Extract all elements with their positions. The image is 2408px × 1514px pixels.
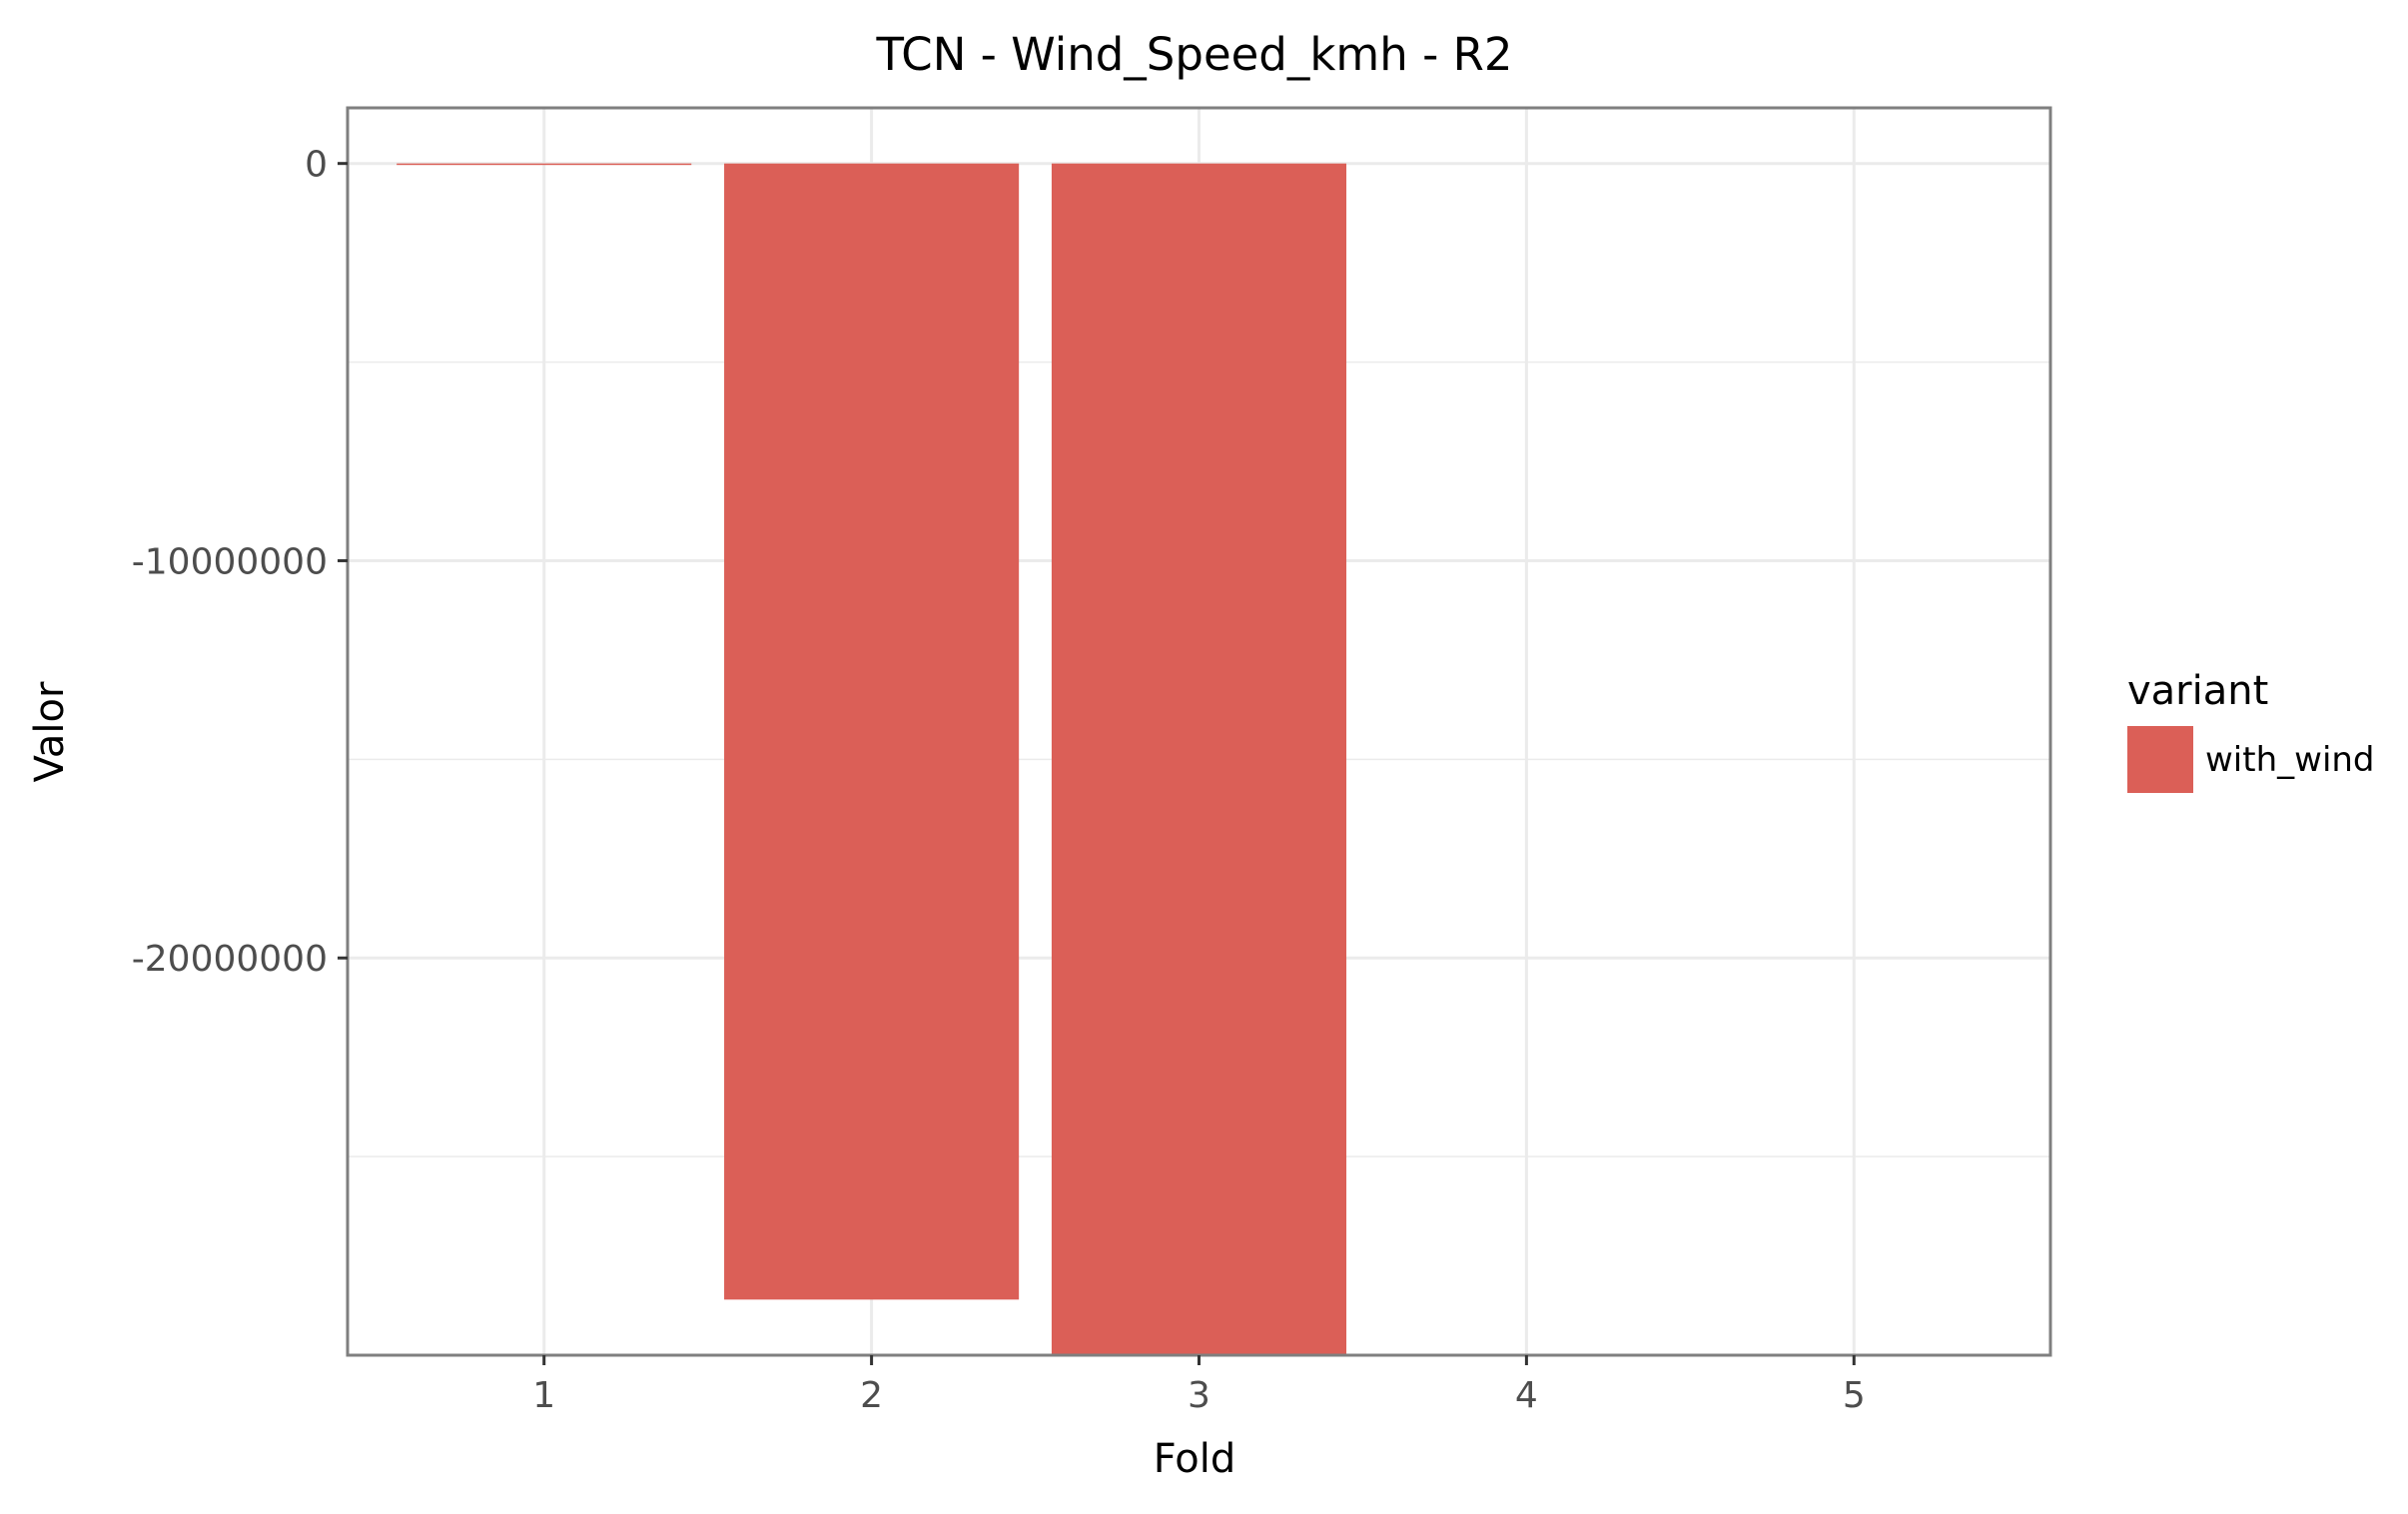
bars-layer — [397, 163, 1347, 1356]
x-tick-label: 5 — [1843, 1375, 1866, 1416]
y-axis-title: Valor — [27, 681, 73, 782]
y-tick-label: 0 — [305, 145, 328, 186]
legend-key-with-wind — [2127, 726, 2193, 793]
bar-fold-2 — [724, 163, 1020, 1300]
x-tick-label: 3 — [1188, 1375, 1210, 1416]
bar-fold-3 — [1051, 163, 1347, 1356]
legend-label-with-wind: with_wind — [2205, 740, 2375, 780]
y-tick-label: -10000000 — [132, 541, 328, 582]
x-axis: 1 2 3 4 5 — [532, 1355, 1866, 1416]
legend-title: variant — [2127, 668, 2268, 714]
x-tick-label: 4 — [1515, 1375, 1538, 1416]
y-tick-label: -20000000 — [132, 939, 328, 980]
chart-title: TCN - Wind_Speed_kmh - R2 — [875, 28, 1512, 81]
bar-fold-1 — [397, 163, 692, 166]
legend: variant with_wind — [2127, 668, 2375, 793]
x-tick-label: 1 — [532, 1375, 555, 1416]
x-axis-title: Fold — [1154, 1436, 1236, 1482]
y-axis: 0 -10000000 -20000000 — [132, 145, 348, 980]
x-tick-label: 2 — [860, 1375, 883, 1416]
